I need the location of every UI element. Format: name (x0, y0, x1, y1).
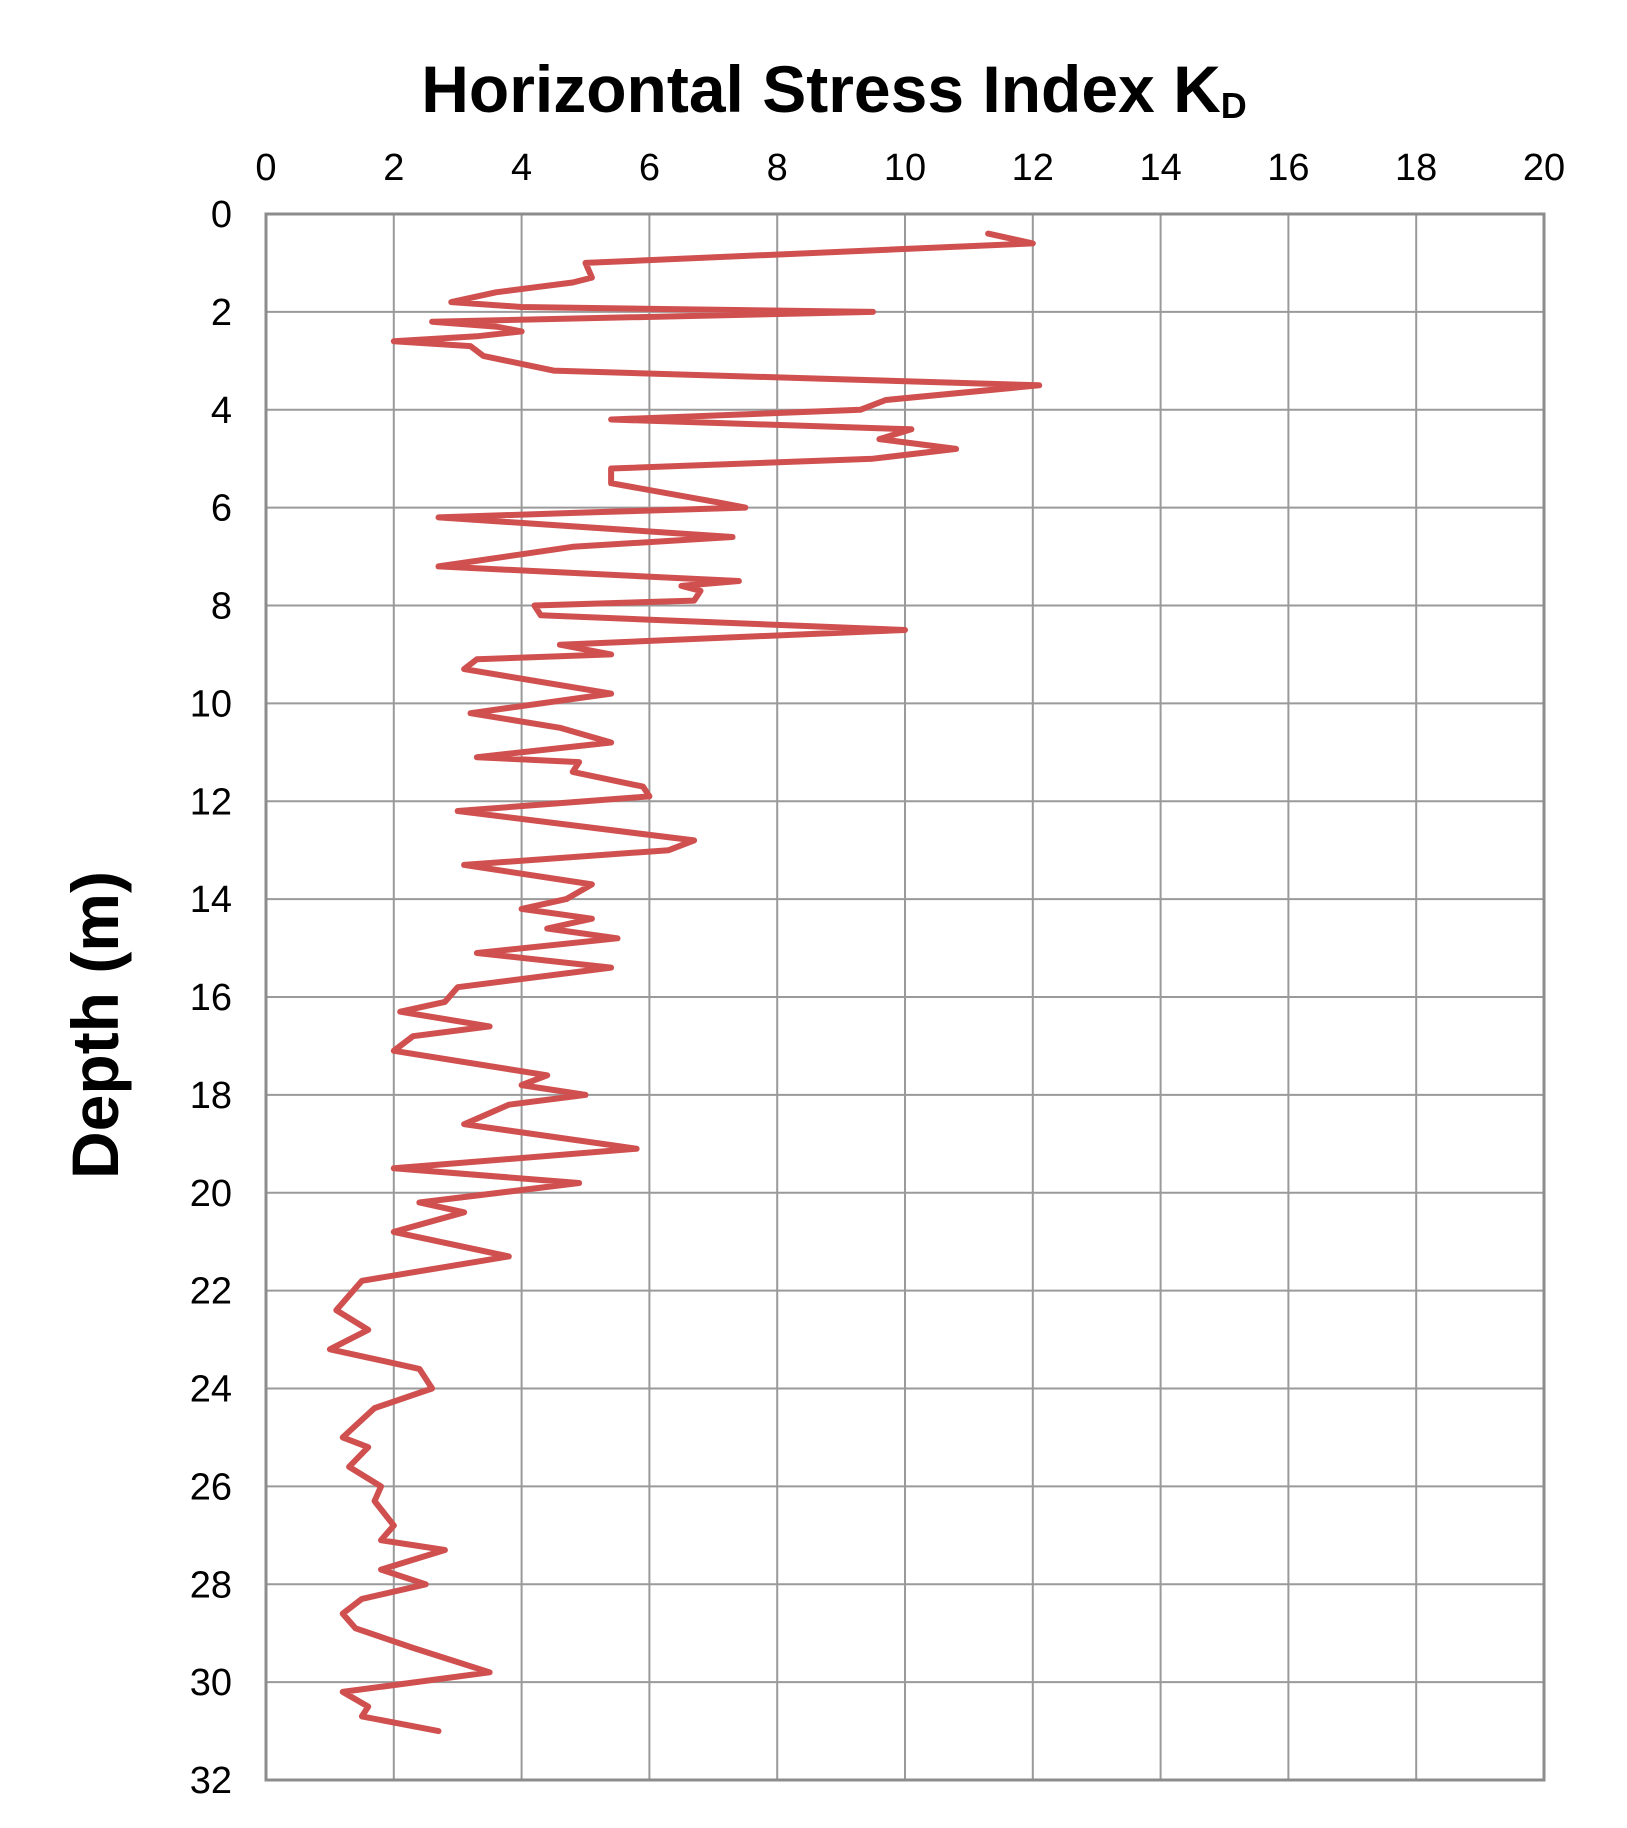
y-tick-label-14: 28 (190, 1564, 232, 1606)
y-axis-label: Depth (m) (58, 871, 132, 1179)
y-tick-label-11: 22 (190, 1271, 232, 1313)
y-tick-label-1: 2 (211, 292, 232, 334)
plot-frame (264, 212, 1546, 1782)
y-tick-label-7: 14 (190, 879, 232, 921)
x-tick-label-1: 2 (383, 147, 404, 189)
y-tick-label-3: 6 (211, 488, 232, 530)
x-tick-label-5: 10 (884, 147, 926, 189)
grid-lines (265, 213, 1545, 1781)
x-tick-label-9: 18 (1395, 147, 1437, 189)
x-axis-ticks: 0 2 4 6 8 10 12 14 16 18 20 (255, 147, 1565, 189)
x-tick-label-2: 4 (511, 147, 532, 189)
y-tick-label-8: 16 (190, 977, 232, 1019)
data-series (326, 230, 1043, 1735)
y-tick-label-16: 32 (190, 1760, 232, 1802)
y-tick-label-12: 24 (190, 1369, 232, 1411)
x-tick-label-8: 16 (1267, 147, 1309, 189)
series-line-0 (326, 230, 1043, 1735)
y-tick-label-5: 10 (190, 683, 232, 725)
x-tick-label-7: 14 (1139, 147, 1181, 189)
y-tick-label-6: 12 (190, 781, 232, 823)
y-tick-label-13: 26 (190, 1466, 232, 1508)
y-tick-label-15: 30 (190, 1662, 232, 1704)
y-tick-label-9: 18 (190, 1075, 232, 1117)
x-tick-label-4: 8 (767, 147, 788, 189)
chart-title-subscript: D (1221, 85, 1247, 126)
y-tick-label-2: 4 (211, 390, 232, 432)
y-tick-label-10: 20 (190, 1173, 232, 1215)
x-tick-label-3: 6 (639, 147, 660, 189)
y-tick-label-4: 8 (211, 586, 232, 628)
chart-title: Horizontal Stress Index KD (421, 52, 1247, 126)
x-tick-label-6: 12 (1012, 147, 1054, 189)
y-tick-label-0: 0 (211, 194, 232, 236)
x-tick-label-0: 0 (255, 147, 276, 189)
x-tick-label-10: 20 (1523, 147, 1565, 189)
chart-title-main: Horizontal Stress Index K (421, 52, 1221, 126)
